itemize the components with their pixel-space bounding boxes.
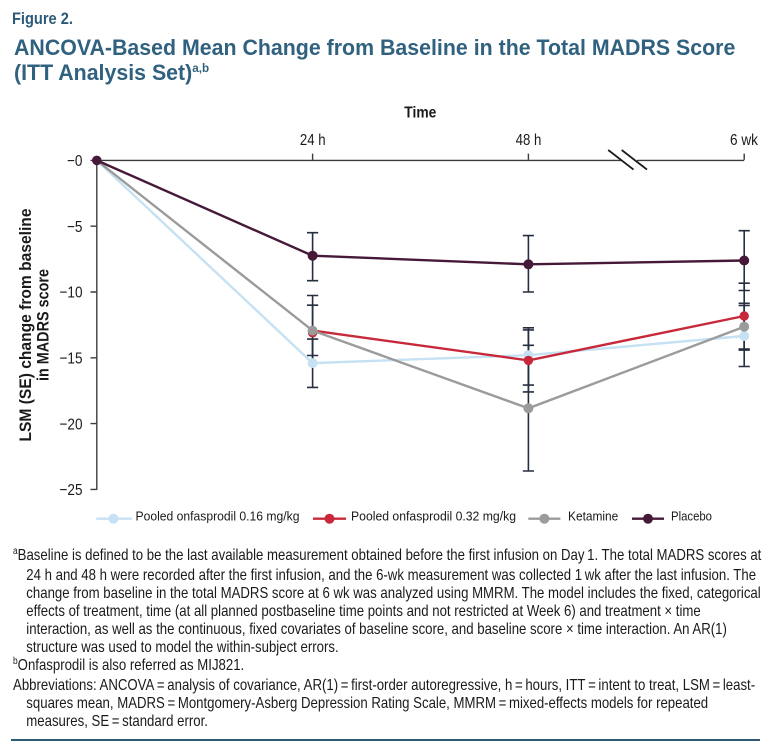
svg-text:Pooled onfasprodil 0.32 mg/kg: Pooled onfasprodil 0.32 mg/kg [351, 509, 516, 524]
svg-text:6 wk: 6 wk [730, 132, 759, 149]
svg-text:Time: Time [404, 105, 436, 122]
svg-text:−5: −5 [67, 219, 83, 236]
svg-text:−0: −0 [67, 153, 83, 170]
svg-text:24 h: 24 h [300, 132, 326, 149]
svg-text:−25: −25 [60, 482, 83, 499]
svg-text:−10: −10 [60, 285, 83, 302]
svg-text:−20: −20 [60, 416, 83, 433]
svg-text:LSM (SE) change from baseline: LSM (SE) change from baseline [16, 209, 35, 442]
svg-text:Placebo: Placebo [671, 509, 712, 524]
svg-text:−15: −15 [60, 351, 83, 368]
svg-text:Pooled onfasprodil 0.16 mg/kg: Pooled onfasprodil 0.16 mg/kg [136, 509, 300, 524]
svg-text:in MADRS score: in MADRS score [34, 269, 53, 381]
svg-text:Ketamine: Ketamine [568, 509, 618, 524]
svg-text:48 h: 48 h [516, 132, 542, 149]
